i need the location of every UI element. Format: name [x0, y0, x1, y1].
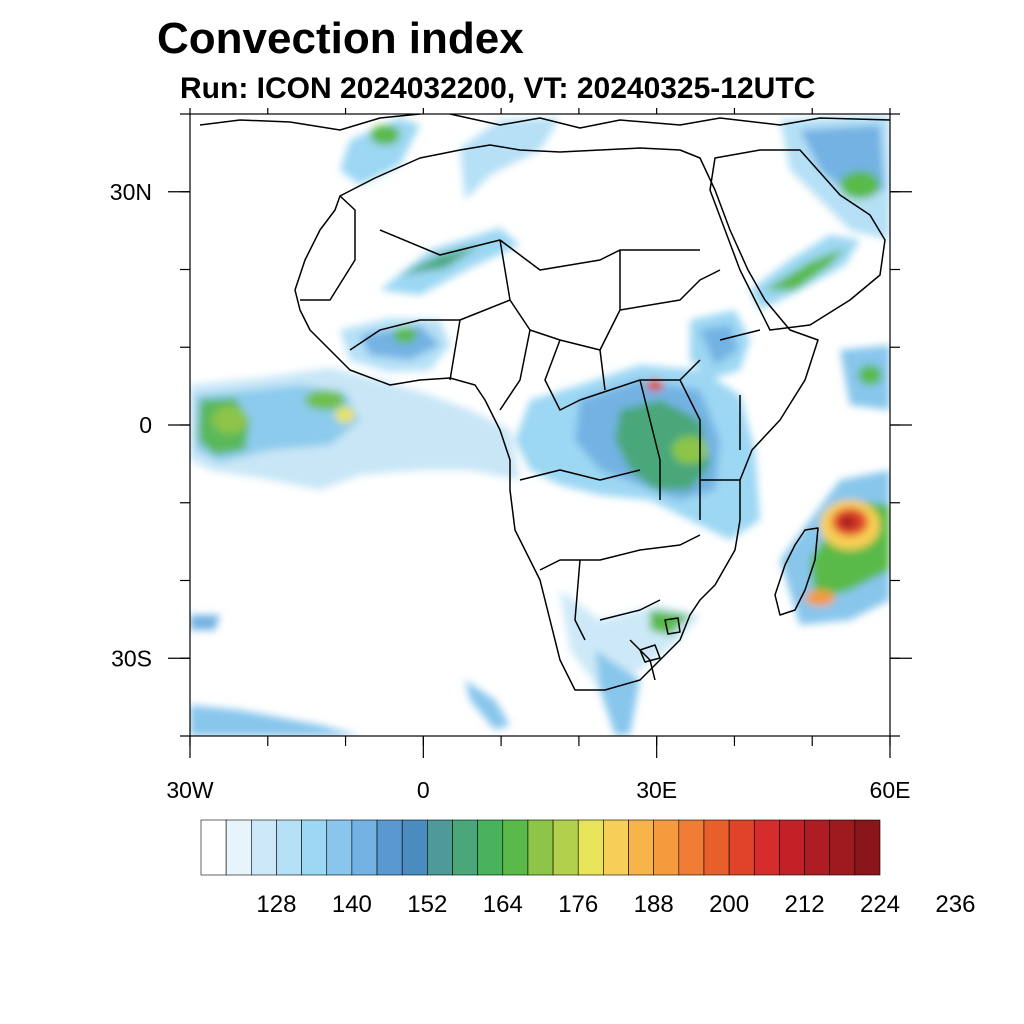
africa-coastline — [294, 144, 819, 691]
colorbar-label: 152 — [407, 891, 447, 918]
colorbar-swatch — [854, 819, 881, 876]
colorbar-label: 200 — [709, 891, 749, 918]
convection-area-atlantic-cell2 — [305, 390, 345, 410]
colorbar-label: 140 — [332, 891, 372, 918]
colorbar-label: 176 — [558, 891, 598, 918]
colorbar-swatch — [753, 819, 780, 876]
colorbar-swatch — [703, 819, 730, 876]
colorbar-swatch — [225, 819, 252, 876]
colorbar — [200, 819, 881, 876]
colorbar-swatch — [603, 819, 629, 876]
colorbar-swatch — [477, 819, 504, 876]
convection-field — [190, 115, 890, 736]
x-tick-label: 30W — [166, 777, 214, 803]
convection-area-red-cell — [647, 379, 663, 391]
colorbar-swatch — [829, 819, 856, 876]
colorbar-swatch — [779, 819, 805, 876]
colorbar-swatch — [452, 819, 478, 876]
convection-area-atlantic-cell1 — [212, 406, 248, 434]
colorbar-label: 224 — [860, 891, 900, 918]
colorbar-swatch — [301, 819, 328, 876]
colorbar-swatch — [653, 819, 680, 876]
arabia-coastline — [709, 149, 886, 331]
colorbar-swatch — [326, 819, 353, 876]
axes-labels: 30W 0 30E 60E 30N 0 30S — [110, 179, 911, 803]
convection-area-atlantic-cell3 — [335, 407, 355, 423]
x-tick-label: 30E — [636, 777, 677, 803]
colorbar-swatch — [427, 819, 453, 876]
lesotho-border — [639, 644, 661, 663]
y-tick-label: 30N — [110, 179, 152, 205]
convection-area-mediterranean — [340, 118, 420, 185]
y-tick-label: 30S — [111, 645, 152, 671]
colorbar-swatch — [728, 819, 755, 876]
x-tick-label: 60E — [870, 777, 911, 803]
colorbar-swatch — [678, 819, 705, 876]
colorbar-swatch — [502, 819, 529, 876]
colorbar-label: 128 — [256, 891, 296, 918]
colorbar-label: 164 — [483, 891, 523, 918]
y-tick-label: 0 — [139, 412, 152, 438]
chart-subtitle: Run: ICON 2024032200, VT: 20240325-12UTC — [180, 72, 816, 105]
coastlines-and-borders — [199, 114, 890, 691]
europe-coastline — [199, 114, 890, 131]
colorbar-swatch — [200, 819, 227, 876]
colorbar-swatch — [577, 819, 604, 876]
axes-ticks — [168, 108, 912, 758]
colorbar-swatch — [351, 819, 378, 876]
colorbar-swatch — [628, 819, 654, 876]
convection-area-lakes-green — [615, 400, 710, 490]
colorbar-swatch — [552, 819, 579, 876]
border-lines — [300, 195, 761, 681]
colorbar-label: 212 — [785, 891, 825, 918]
colorbar-labels: 128 140 152 164 176 188 200 212 224 236 — [256, 891, 975, 918]
colorbar-swatch — [376, 819, 403, 876]
madagascar-coastline — [774, 527, 819, 616]
chart-title: Convection index — [157, 14, 524, 63]
colorbar-swatch — [804, 819, 831, 876]
colorbar-label: 188 — [634, 891, 674, 918]
colorbar-swatch — [527, 819, 554, 876]
colorbar-swatch — [401, 819, 428, 876]
convection-area-lake-victoria — [672, 436, 708, 464]
eswatini-border — [664, 617, 681, 635]
x-tick-label: 0 — [417, 777, 430, 803]
colorbar-swatch — [250, 819, 277, 876]
colorbar-label: 236 — [935, 891, 975, 918]
colorbar-swatch — [276, 819, 302, 876]
